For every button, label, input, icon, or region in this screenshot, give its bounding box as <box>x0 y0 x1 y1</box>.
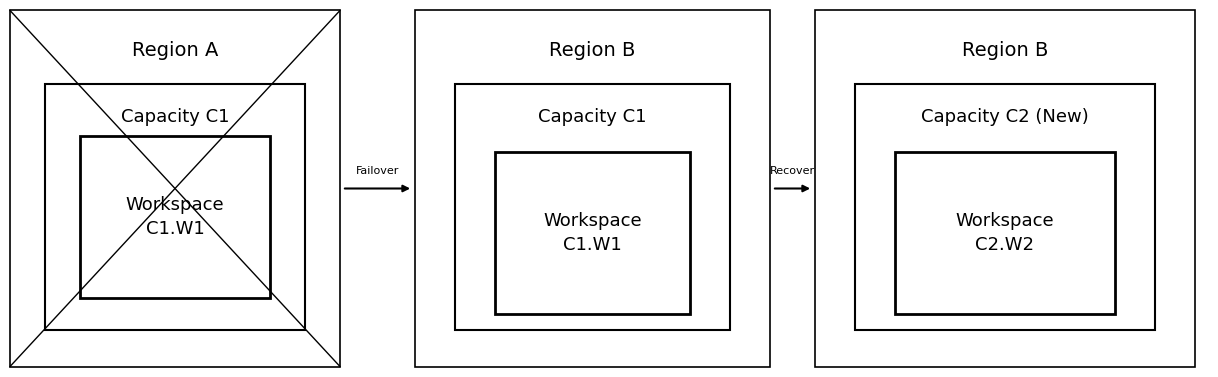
Bar <box>10 11 340 366</box>
Text: Workspace
C1.W1: Workspace C1.W1 <box>543 212 642 254</box>
Text: Region B: Region B <box>962 41 1049 60</box>
Bar <box>495 152 691 314</box>
Text: Capacity C1: Capacity C1 <box>538 108 647 126</box>
Bar <box>456 84 730 330</box>
Text: Region A: Region A <box>132 41 218 60</box>
Text: Capacity C1: Capacity C1 <box>121 108 229 126</box>
Bar <box>815 11 1195 366</box>
Text: Failover: Failover <box>356 166 400 176</box>
Text: Workspace
C1.W1: Workspace C1.W1 <box>125 196 224 238</box>
Bar <box>855 84 1155 330</box>
Text: Recover: Recover <box>770 166 815 176</box>
Bar <box>895 152 1114 314</box>
Bar <box>80 136 270 299</box>
Text: Capacity C2 (New): Capacity C2 (New) <box>921 108 1089 126</box>
Text: Workspace
C2.W2: Workspace C2.W2 <box>956 212 1055 254</box>
Text: Region B: Region B <box>549 41 636 60</box>
Bar <box>415 11 770 366</box>
Bar <box>45 84 304 330</box>
